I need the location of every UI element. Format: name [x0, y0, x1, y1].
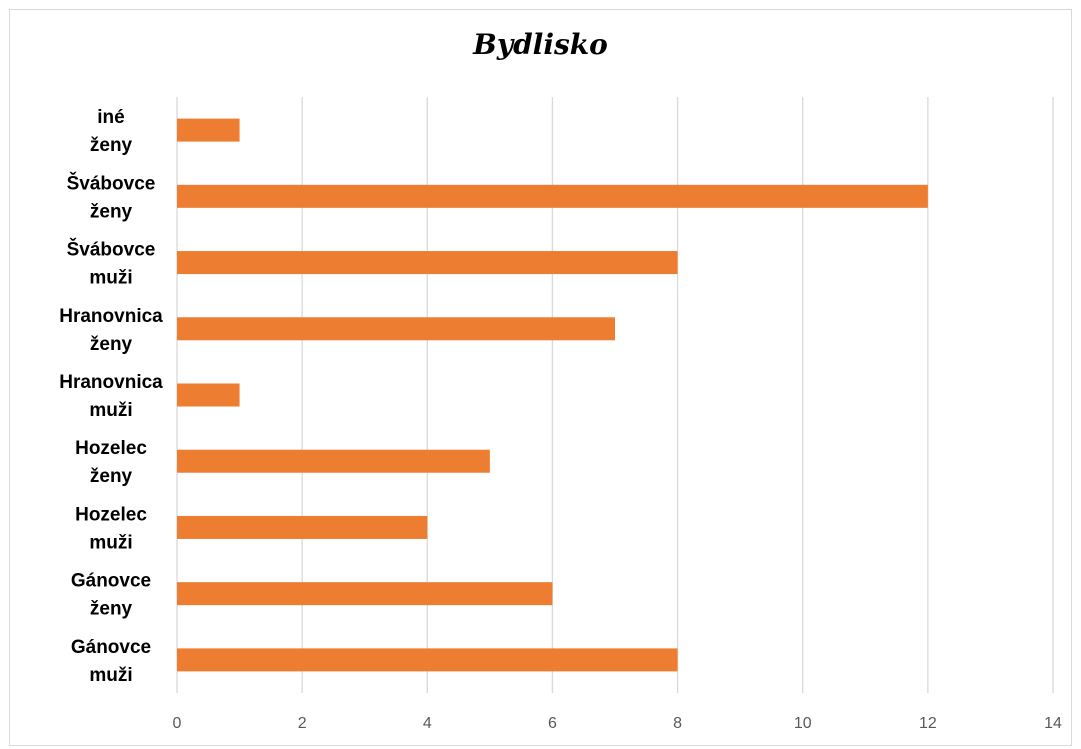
category-label: Gánovce muži: [71, 637, 151, 686]
chart-title: Bydlisko: [473, 28, 608, 61]
x-tick-label: 2: [298, 715, 307, 732]
bar: [177, 118, 240, 142]
x-tick-label: 10: [794, 715, 812, 732]
category-label: iné ženy: [90, 107, 133, 156]
category-label: Švábovce muži: [67, 239, 156, 289]
category-label: Hozelec ženy: [75, 438, 147, 487]
bar: [177, 251, 678, 275]
category-label: Švábovce ženy: [67, 172, 156, 222]
bar: [177, 449, 490, 473]
x-tick-label: 14: [1044, 715, 1062, 732]
category-labels: Gánovce muži Gánovce ženy Hozelec muži Hozelec…: [59, 107, 163, 686]
category-label: Hozelec muži: [75, 504, 147, 553]
x-tick-label: 6: [548, 715, 557, 732]
bar: [177, 383, 240, 407]
x-tick-label: 8: [673, 715, 682, 732]
x-tick-label: 0: [173, 715, 182, 732]
x-axis-ticks: 0 2 4 6 8 10 12 14: [173, 715, 1062, 732]
x-tick-label: 4: [423, 715, 432, 732]
category-label: Hranovnica muži: [59, 372, 163, 421]
bar: [177, 648, 678, 672]
bar: [177, 515, 428, 539]
category-label: Gánovce ženy: [71, 571, 151, 620]
bar: [177, 582, 553, 606]
x-tick-label: 12: [919, 715, 937, 732]
category-label: Hranovnica ženy: [59, 306, 163, 355]
bar: [177, 184, 928, 208]
bar: [177, 317, 615, 341]
bars: [177, 118, 928, 672]
